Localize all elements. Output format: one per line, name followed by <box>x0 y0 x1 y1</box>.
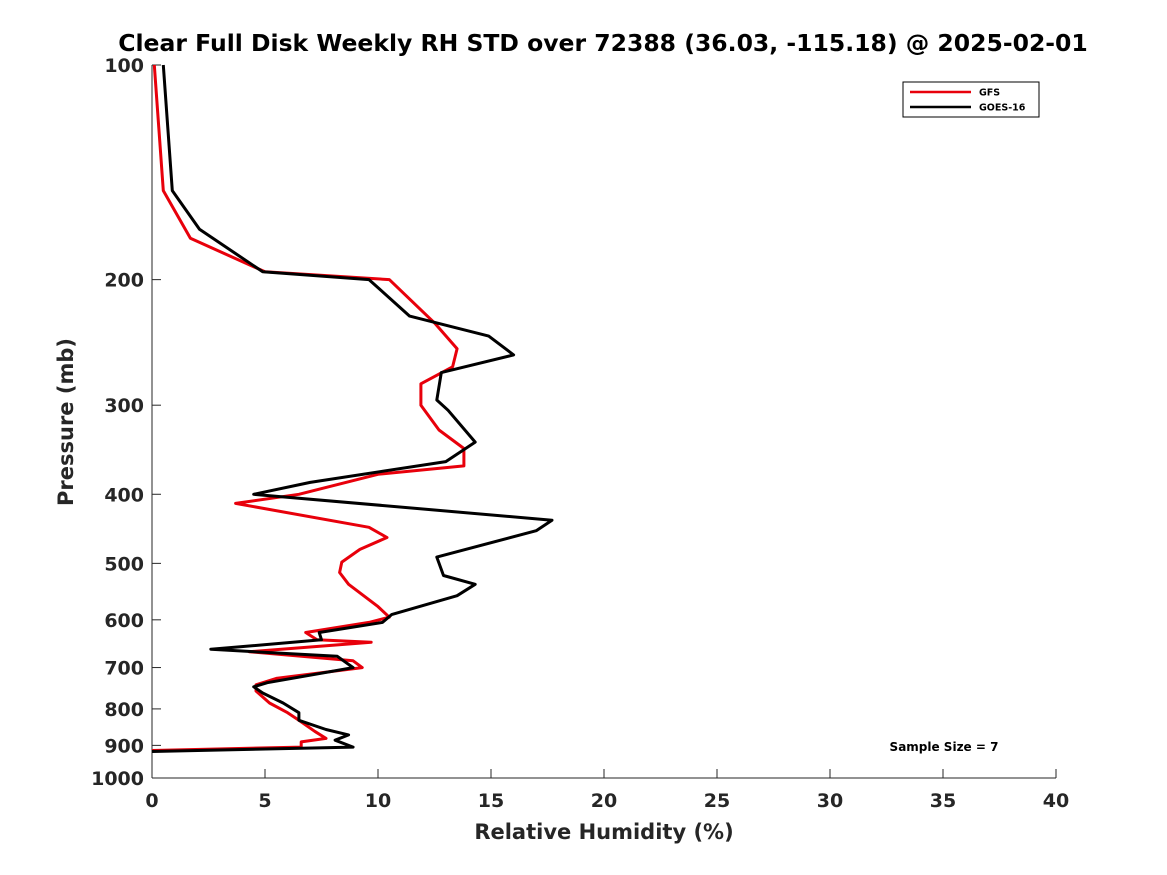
y-tick-label: 900 <box>104 735 144 757</box>
series-line-goes-16 <box>151 64 554 753</box>
x-tick-label: 30 <box>817 790 843 812</box>
x-axis-label: Relative Humidity (%) <box>474 820 733 844</box>
y-tick-label: 600 <box>104 610 144 632</box>
axes: 0 5 10 15 20 25 30 35 40 100 200 300 400 500 600 700 800… <box>91 55 1069 812</box>
y-tick-label: 400 <box>104 484 144 506</box>
y-tick-label: 700 <box>104 658 144 680</box>
x-tick-label: 0 <box>145 790 158 812</box>
legend-box <box>902 81 1040 118</box>
y-tick-label: 500 <box>104 553 144 575</box>
sample-size-annotation: Sample Size = 7 <box>890 740 999 754</box>
y-tick-label: 300 <box>104 395 144 417</box>
legend-label-goes-16: GOES-16 <box>979 103 1026 114</box>
x-tick-label: 40 <box>1043 790 1069 812</box>
legend-label-gfs: GFS <box>979 88 1000 99</box>
y-axis-label: Pressure (mb) <box>54 338 78 506</box>
x-tick-label: 20 <box>591 790 617 812</box>
x-tick-label: 25 <box>704 790 730 812</box>
x-tick-label: 10 <box>365 790 391 812</box>
y-tick-label: 200 <box>104 270 144 292</box>
legend: GFS GOES-16 <box>902 81 1040 118</box>
x-tick-label: 35 <box>930 790 956 812</box>
chart-title: Clear Full Disk Weekly RH STD over 72388… <box>118 29 1088 57</box>
x-tick-label: 5 <box>258 790 271 812</box>
x-tick-label: 15 <box>478 790 504 812</box>
series-line-gfs <box>151 64 466 752</box>
y-tick-label: 800 <box>104 699 144 721</box>
y-tick-label: 1000 <box>91 768 144 790</box>
plot-area <box>151 64 554 753</box>
y-tick-label: 100 <box>104 55 144 77</box>
